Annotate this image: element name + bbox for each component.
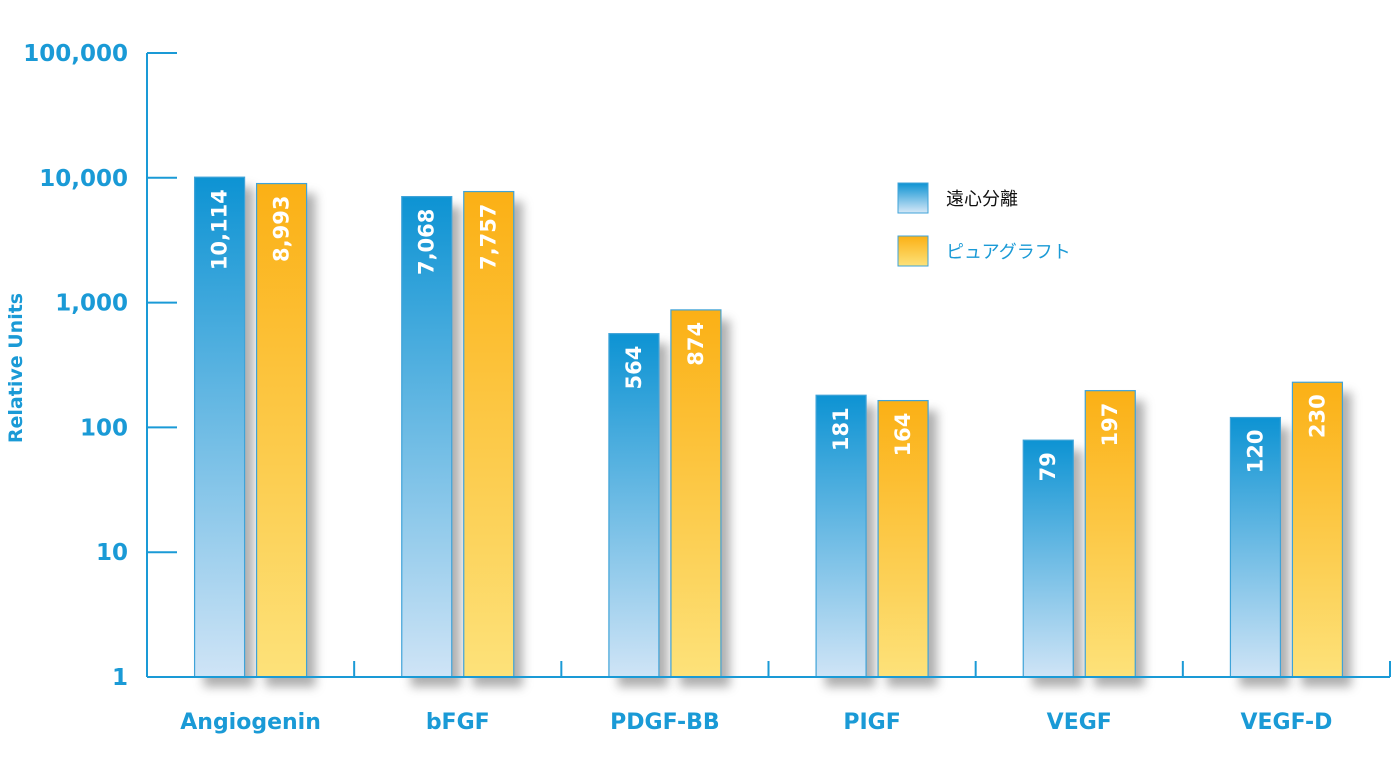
bar-centrifuge [608, 333, 660, 678]
bar-centrifuge [815, 394, 867, 678]
bar-puregraft [255, 182, 308, 678]
legend-swatch-centrifuge [897, 182, 929, 214]
bar-centrifuge [401, 196, 453, 678]
bar-value-label: 164 [891, 413, 915, 457]
bar-value-label: 10,114 [208, 189, 232, 270]
bar-value-label: 79 [1036, 452, 1060, 481]
axes [146, 52, 1391, 678]
y-tick-label: 1 [112, 665, 128, 691]
bar-value-label: 230 [1305, 394, 1329, 438]
labels: 1 10 100 1,000 10,000 100,000 Angiogenin 10,114… [23, 41, 1332, 735]
bar-puregraft [1291, 381, 1344, 678]
category-label: Angiogenin [180, 710, 321, 735]
y-tick-label: 10 [96, 540, 128, 566]
legend-label-puregraft: ピュアグラフト [946, 242, 1071, 263]
bar-puregraft [463, 190, 515, 678]
category-label: VEGF [1047, 710, 1112, 735]
bar-puregraft [877, 399, 929, 678]
y-tick-label: 1,000 [55, 291, 128, 317]
bar-shadows [203, 187, 1352, 688]
y-tick-label: 100 [80, 415, 128, 441]
bar-value-label: 197 [1098, 403, 1122, 447]
category-label: PIGF [843, 710, 900, 735]
category-label: PDGF-BB [610, 710, 719, 735]
bar-value-label: 564 [622, 346, 646, 390]
legend-label-centrifuge: 遠心分離 [946, 189, 1018, 210]
legend-swatch-puregraft [897, 235, 929, 267]
bar-centrifuge [193, 176, 246, 678]
bar-centrifuge [1022, 439, 1074, 678]
legend: 遠心分離 ピュアグラフト [897, 182, 1071, 267]
bar-value-label: 7,757 [477, 204, 501, 270]
bar-value-label: 181 [829, 407, 853, 451]
bar-value-label: 8,993 [270, 196, 294, 262]
bar-value-label: 874 [684, 322, 708, 366]
bar-puregraft [1084, 390, 1136, 678]
bar-value-label: 7,068 [415, 209, 439, 275]
bar-value-label: 120 [1243, 430, 1267, 474]
bar-puregraft [670, 309, 722, 678]
y-axis-label: Relative Units [5, 293, 27, 443]
y-tick-label: 100,000 [23, 41, 128, 67]
y-tick-label: 10,000 [39, 166, 128, 192]
bars [193, 176, 1344, 678]
category-label: bFGF [426, 710, 490, 735]
category-label: VEGF-D [1240, 710, 1332, 735]
